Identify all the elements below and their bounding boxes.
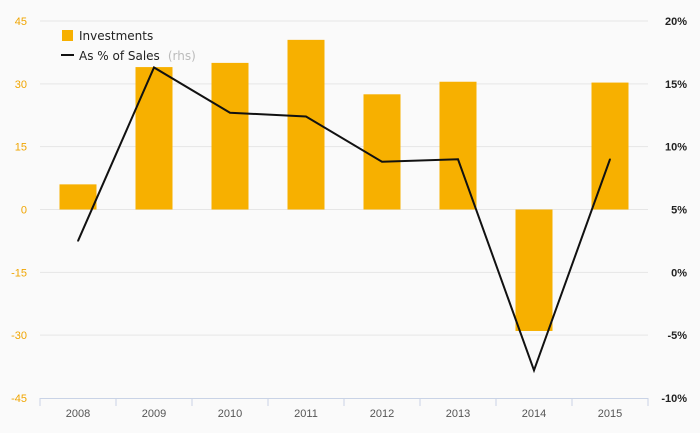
x-tick-label: 2010 xyxy=(218,408,242,420)
left-tick-label: 45 xyxy=(15,16,27,28)
legend-sales-pct: As % of Sales (rhs) xyxy=(79,47,196,64)
line-point-2010 xyxy=(229,111,231,114)
right-tick-label: 0% xyxy=(671,267,687,279)
right-tick-label: -10% xyxy=(661,393,687,405)
legend-bar-swatch xyxy=(62,30,73,41)
gridlines xyxy=(40,20,648,336)
bar-2008 xyxy=(59,184,97,210)
x-tick-label: 2014 xyxy=(522,408,546,420)
bar-2009 xyxy=(135,67,173,210)
line-point-2009 xyxy=(153,66,155,69)
legend-rhs-note: (rhs) xyxy=(168,49,196,63)
line-point-2011 xyxy=(305,115,307,118)
left-tick-label: -30 xyxy=(11,330,27,342)
line-point-2013 xyxy=(457,158,459,161)
sales-pct-line xyxy=(77,66,611,374)
bar-2013 xyxy=(439,81,477,210)
right-tick-label: 5% xyxy=(671,205,687,217)
right-tick-label: -5% xyxy=(667,330,687,342)
left-tick-label: 15 xyxy=(15,142,27,154)
left-tick-label: -45 xyxy=(11,393,27,405)
legend-sales-pct-label: As % of Sales xyxy=(79,49,160,63)
left-axis: 45 30 15 0 -15 -30 -45 xyxy=(11,16,27,405)
left-tick-label: 0 xyxy=(21,205,27,217)
x-tick-label: 2012 xyxy=(370,408,394,420)
x-axis: 2008 2009 2010 2011 2012 2013 2014 2015 xyxy=(39,398,649,420)
bar-2012 xyxy=(363,94,401,210)
line-point-2008 xyxy=(77,240,79,242)
left-tick-label: -15 xyxy=(11,267,27,279)
line-point-2015 xyxy=(609,158,611,161)
right-axis: 20% 15% 10% 5% 0% -5% -10% xyxy=(661,16,687,405)
x-tick-label: 2015 xyxy=(598,408,622,420)
legend: Investments As % of Sales (rhs) xyxy=(61,29,196,64)
right-tick-label: 15% xyxy=(665,79,687,91)
line-point-2012 xyxy=(381,160,383,163)
line-point-2014 xyxy=(533,369,535,372)
left-tick-label: 30 xyxy=(15,79,27,91)
legend-investments: Investments xyxy=(79,29,153,43)
right-tick-label: 20% xyxy=(665,16,687,28)
bar-2014 xyxy=(515,209,553,331)
x-tick-label: 2008 xyxy=(66,408,90,420)
line-path xyxy=(77,66,611,374)
x-tick-label: 2009 xyxy=(142,408,166,420)
x-tick-label: 2011 xyxy=(294,408,318,420)
bar-2015 xyxy=(591,82,629,210)
right-tick-label: 10% xyxy=(665,142,687,154)
bar-2010 xyxy=(211,62,249,210)
x-tick-label: 2013 xyxy=(446,408,470,420)
